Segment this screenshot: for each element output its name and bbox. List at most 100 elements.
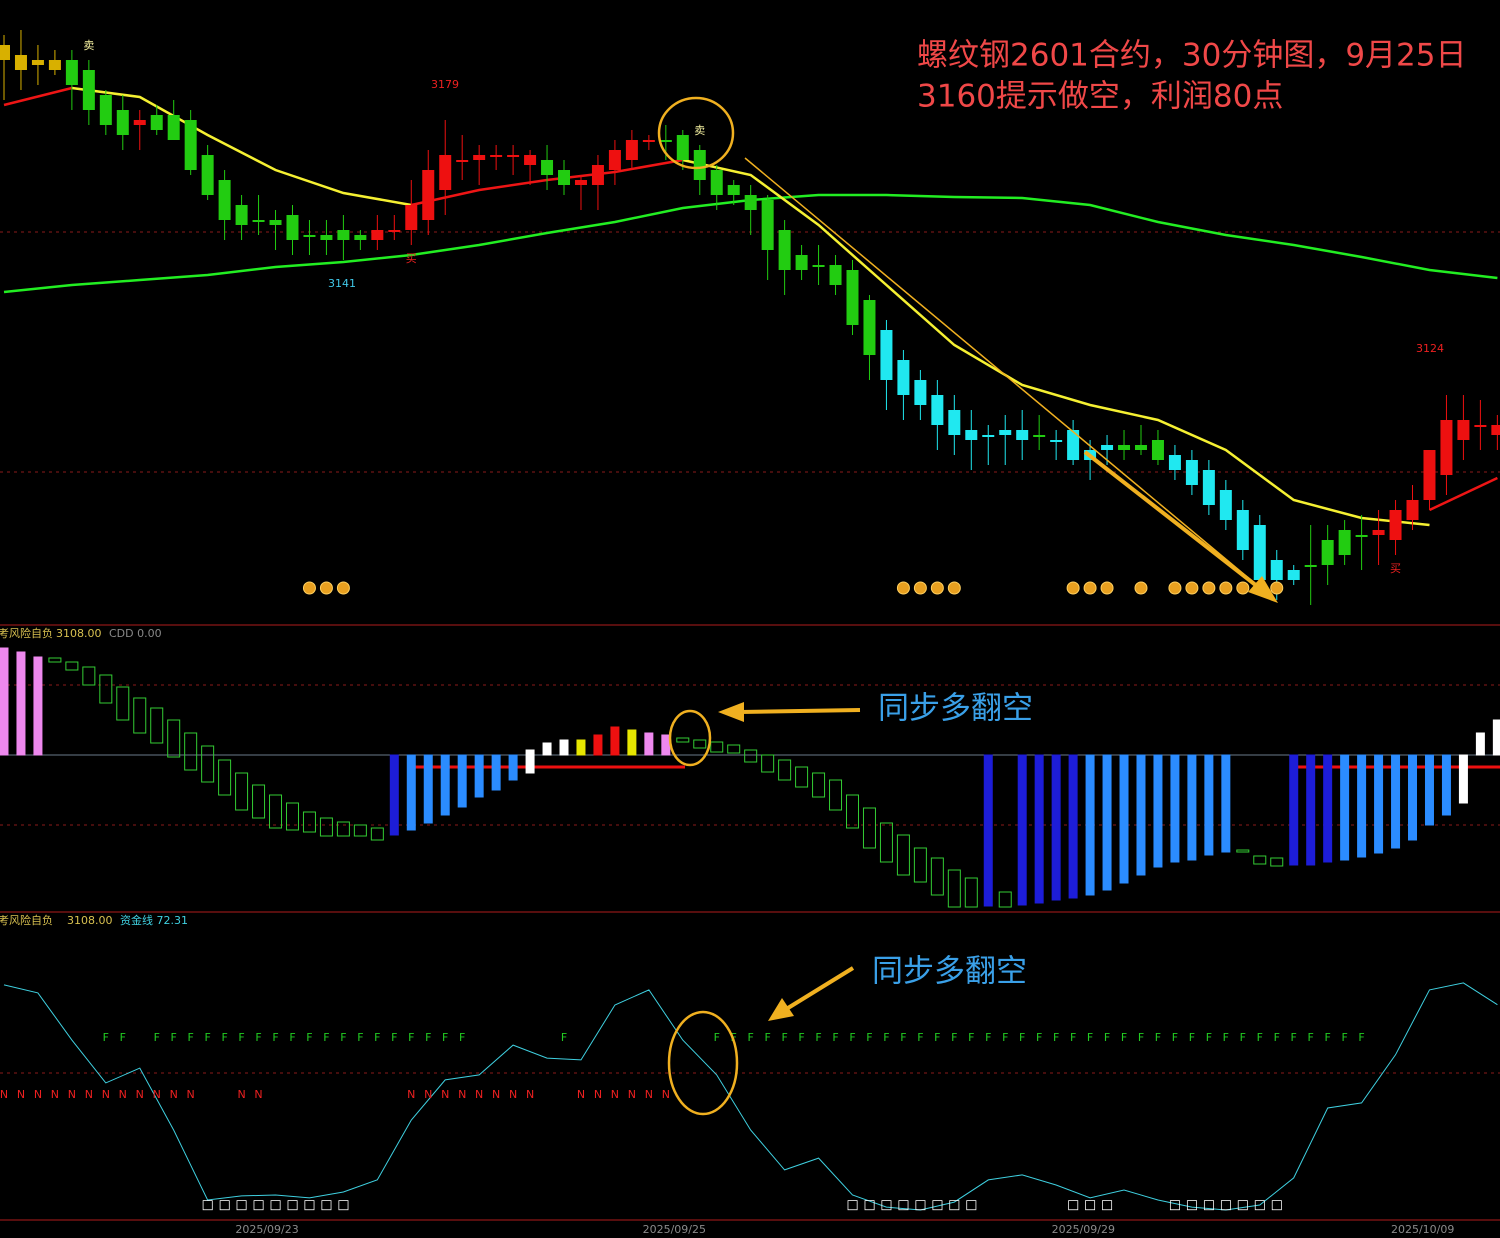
candle-body <box>608 150 621 170</box>
flag-label: N <box>237 1088 245 1101</box>
coin-icon <box>1066 581 1080 595</box>
indicator-bar <box>896 834 910 876</box>
flag-label: F <box>1324 1031 1330 1044</box>
flag-label: F <box>1358 1031 1364 1044</box>
candle-body <box>252 220 265 222</box>
flag-label: F <box>340 1031 346 1044</box>
candle-body <box>439 155 452 190</box>
candle-body <box>473 155 486 160</box>
candle-body <box>524 155 537 165</box>
flag-label: N <box>662 1088 670 1101</box>
highlight-circle <box>668 709 712 767</box>
coin-icon <box>947 581 961 595</box>
callout: 同步多翻空 <box>872 954 1027 990</box>
indicator-bar <box>1034 754 1044 904</box>
indicator-bar <box>812 772 826 798</box>
flag-label: F <box>798 1031 804 1044</box>
indicator-bar <box>16 651 26 756</box>
indicator-bar <box>1170 754 1180 863</box>
flag-label: F <box>934 1031 940 1044</box>
indicator-bar <box>491 754 501 791</box>
flag-label: N <box>102 1088 110 1101</box>
candle-body <box>574 180 587 185</box>
indicator-bar <box>1253 855 1267 865</box>
flag-label: F <box>221 1031 227 1044</box>
flag-label: □ <box>337 1198 349 1213</box>
candle-body <box>490 155 503 157</box>
flag-label: □ <box>1271 1198 1283 1213</box>
flag-label: F <box>1121 1031 1127 1044</box>
arrow-head <box>1248 576 1278 603</box>
indicator-bar <box>285 802 299 831</box>
flag-label: F <box>154 1031 160 1044</box>
indicator-bar <box>440 754 450 816</box>
indicator-bar <box>525 749 535 774</box>
candle-body <box>1101 445 1114 450</box>
indicator-bar <box>983 754 993 907</box>
indicator-bar <box>1306 754 1316 866</box>
coin-icon <box>913 581 927 595</box>
coin-icon <box>1134 581 1148 595</box>
candle-body <box>388 230 401 232</box>
candle-body <box>184 120 197 170</box>
flag-label: □ <box>863 1198 875 1213</box>
indicator-bar <box>48 657 62 663</box>
indicator-bar <box>846 794 859 829</box>
candle-body <box>1355 535 1368 537</box>
candle-body <box>1287 570 1300 580</box>
candle-body <box>1304 565 1317 567</box>
indicator-bar <box>862 807 876 849</box>
indicator-bar <box>1357 754 1367 858</box>
candle-body <box>897 360 910 395</box>
flag-label: N <box>17 1088 25 1101</box>
flag-label: N <box>458 1088 466 1101</box>
indicator-bar <box>269 794 283 829</box>
candle-body <box>795 255 808 270</box>
indicator-bar <box>1051 754 1061 901</box>
flag-label: N <box>187 1088 195 1101</box>
flag-label: F <box>204 1031 210 1044</box>
flag-label: N <box>153 1088 161 1101</box>
candle-body <box>99 95 112 125</box>
flag-label: F <box>255 1031 261 1044</box>
indicator-bar <box>593 734 603 756</box>
flag-label: □ <box>1220 1198 1232 1213</box>
flag-label: N <box>119 1088 127 1101</box>
flag-label: F <box>985 1031 991 1044</box>
flag-label: □ <box>1254 1198 1266 1213</box>
flag-label: F <box>1189 1031 1195 1044</box>
flag-label: □ <box>218 1198 230 1213</box>
candle-body <box>235 205 248 225</box>
flag-label: F <box>103 1031 109 1044</box>
flag-label: F <box>374 1031 380 1044</box>
flag-label: F <box>1274 1031 1280 1044</box>
candle-body <box>1389 510 1402 540</box>
flag-label: □ <box>1169 1198 1181 1213</box>
candle-body <box>1151 440 1164 460</box>
indicator-bar <box>0 647 9 756</box>
flag-label: F <box>900 1031 906 1044</box>
indicator-bar <box>1408 754 1418 841</box>
flag-label: □ <box>269 1198 281 1213</box>
flag-label: F <box>781 1031 787 1044</box>
indicator-bar <box>1424 754 1434 826</box>
indicator-bar <box>795 766 809 788</box>
flag-label: N <box>509 1088 517 1101</box>
indicator-bar <box>1068 754 1078 899</box>
indicator-bar <box>389 754 399 836</box>
flag-label: □ <box>1101 1198 1113 1213</box>
line <box>682 158 1430 527</box>
flag-label: □ <box>880 1198 892 1213</box>
callout: 同步多翻空 <box>878 691 1033 727</box>
price-label: 3124 <box>1416 342 1444 355</box>
flag-label: F <box>1155 1031 1161 1044</box>
indicator-bar <box>1374 754 1384 854</box>
indicator-bar <box>370 827 384 841</box>
indicator-bar <box>1102 754 1112 891</box>
flag-label: □ <box>320 1198 332 1213</box>
flag-label: N <box>136 1088 144 1101</box>
indicator-bar <box>1119 754 1129 884</box>
arrow-heads <box>718 576 1278 1021</box>
flag-label: F <box>357 1031 363 1044</box>
coin-icon <box>1219 581 1233 595</box>
